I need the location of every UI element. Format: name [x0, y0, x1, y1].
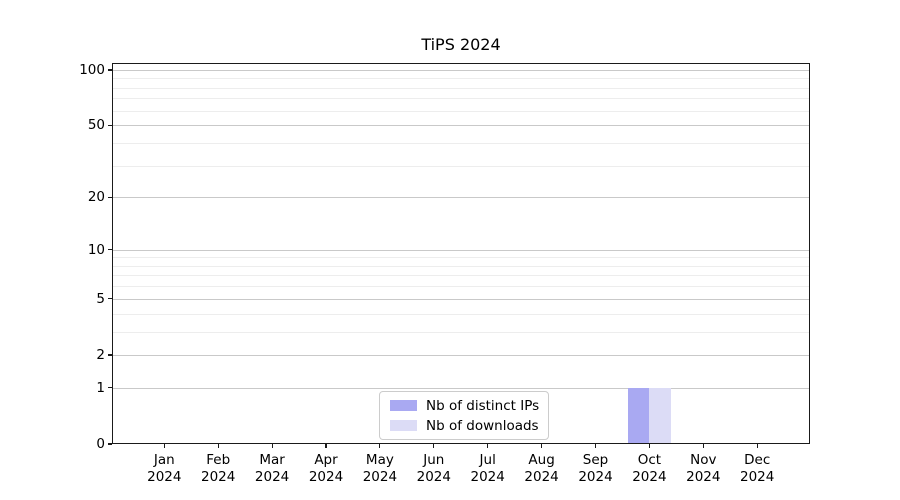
- x-tick-month: Mar: [259, 452, 285, 468]
- gridline-minor: [112, 165, 810, 167]
- y-tick-label: 5: [96, 290, 105, 307]
- y-tick-mark: [107, 443, 112, 445]
- y-tick-mark: [107, 124, 112, 126]
- x-tick-label: Nov 2024: [673, 452, 733, 486]
- y-tick-label: 50: [87, 117, 105, 134]
- x-tick-label: Dec 2024: [727, 452, 787, 486]
- gridline-minor: [112, 313, 810, 315]
- legend-swatch-downloads-icon: [390, 420, 417, 431]
- x-tick-mark: [702, 444, 704, 448]
- x-tick-year: 2024: [632, 469, 667, 485]
- y-tick-mark: [107, 354, 112, 356]
- gridline-minor: [112, 142, 810, 144]
- x-tick-year: 2024: [524, 469, 559, 485]
- x-tick-mark: [271, 444, 273, 448]
- x-tick-month: Jan: [153, 452, 175, 468]
- legend-label-downloads: Nb of downloads: [426, 417, 539, 434]
- x-tick-year: 2024: [470, 469, 505, 485]
- x-tick-year: 2024: [416, 469, 451, 485]
- gridline-major: [112, 125, 810, 127]
- legend-item-downloads: Nb of downloads: [390, 417, 539, 434]
- gridline-minor: [112, 331, 810, 333]
- x-tick-label: Feb 2024: [188, 452, 248, 486]
- gridline-major: [112, 249, 810, 251]
- x-tick-mark: [756, 444, 758, 448]
- x-tick-month: May: [365, 452, 394, 468]
- x-tick-mark: [541, 444, 543, 448]
- x-tick-month: Nov: [690, 452, 717, 468]
- x-tick-month: Oct: [637, 452, 662, 468]
- x-tick-mark: [648, 444, 650, 448]
- y-tick-label: 1: [96, 379, 105, 396]
- gridline-major: [112, 69, 810, 71]
- legend-swatch-distinct-ips-icon: [390, 400, 417, 411]
- x-tick-year: 2024: [147, 469, 182, 485]
- y-tick-label: 10: [87, 241, 105, 258]
- gridline-minor: [112, 87, 810, 89]
- x-tick-month: Sep: [582, 452, 609, 468]
- plot-area: [112, 63, 810, 444]
- gridline-minor: [112, 257, 810, 259]
- x-tick-year: 2024: [254, 469, 290, 485]
- gridline-major: [112, 197, 810, 199]
- gridline-minor: [112, 110, 810, 112]
- y-tick-mark: [107, 249, 112, 251]
- y-tick-label: 0: [96, 436, 105, 452]
- x-tick-month: Feb: [206, 452, 231, 468]
- x-tick-month: Jun: [423, 452, 445, 468]
- gridline-major: [112, 354, 810, 356]
- x-tick-mark: [487, 444, 489, 448]
- x-tick-month: Apr: [314, 452, 338, 468]
- x-tick-year: 2024: [362, 469, 398, 485]
- gridline-minor: [112, 98, 810, 100]
- x-tick-label: Oct 2024: [619, 452, 679, 486]
- y-tick-mark: [107, 69, 112, 71]
- legend-label-distinct-ips: Nb of distinct IPs: [426, 397, 540, 414]
- gridline-minor: [112, 78, 810, 80]
- gridline-major: [112, 298, 810, 300]
- y-tick-label: 20: [87, 189, 105, 206]
- bar-distinct-ips: [627, 387, 650, 444]
- y-tick-label: 100: [79, 61, 105, 78]
- chart-title: TiPS 2024: [421, 35, 501, 54]
- x-tick-year: 2024: [578, 469, 613, 485]
- x-tick-month: Jul: [479, 452, 496, 468]
- x-tick-label: Jun 2024: [404, 452, 464, 486]
- bar-downloads: [649, 387, 671, 444]
- x-tick-mark: [217, 444, 219, 448]
- x-tick-label: May 2024: [350, 452, 410, 486]
- legend-item-distinct-ips: Nb of distinct IPs: [390, 397, 539, 414]
- gridline-minor: [112, 286, 810, 288]
- x-tick-label: Sep 2024: [566, 452, 626, 486]
- x-tick-year: 2024: [740, 469, 775, 485]
- x-tick-month: Dec: [744, 452, 771, 468]
- x-tick-year: 2024: [686, 469, 721, 485]
- gridline-major: [112, 387, 810, 389]
- y-tick-mark: [107, 387, 112, 389]
- x-tick-label: Mar 2024: [242, 452, 302, 486]
- y-tick-label: 2: [96, 346, 105, 363]
- x-tick-year: 2024: [308, 469, 344, 485]
- y-tick-mark: [107, 298, 112, 300]
- x-tick-label: Jul 2024: [458, 452, 518, 486]
- x-tick-month: Aug: [528, 452, 555, 468]
- x-tick-mark: [163, 444, 165, 448]
- y-tick-mark: [107, 196, 112, 198]
- x-tick-label: Aug 2024: [512, 452, 572, 486]
- gridline-minor: [112, 275, 810, 277]
- x-tick-mark: [433, 444, 435, 448]
- x-tick-label: Jan 2024: [134, 452, 194, 486]
- x-tick-mark: [594, 444, 597, 448]
- x-tick-mark: [325, 444, 327, 448]
- gridline-minor: [112, 265, 810, 267]
- x-tick-label: Apr 2024: [296, 452, 356, 486]
- x-tick-mark: [379, 444, 381, 448]
- x-tick-year: 2024: [201, 469, 236, 485]
- legend: Nb of distinct IPs Nb of downloads: [379, 391, 550, 440]
